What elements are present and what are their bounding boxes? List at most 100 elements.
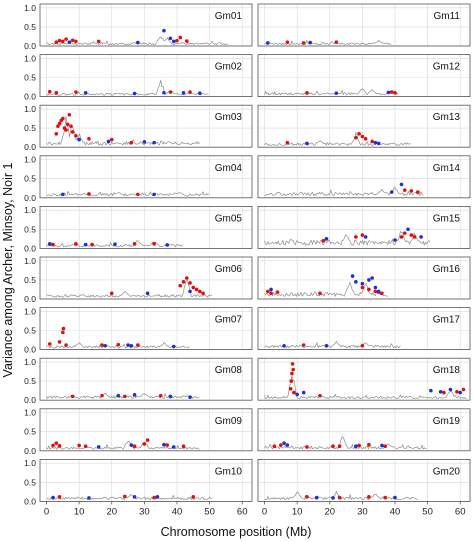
variance-trace xyxy=(264,281,388,297)
blue-point xyxy=(87,496,91,500)
chromosome-label: Gm14 xyxy=(433,163,461,174)
red-point xyxy=(337,444,342,449)
x-tick-label: 60 xyxy=(237,506,248,517)
panel-gm05: Gm05 0.0 0.5 1.0 xyxy=(24,205,253,253)
red-point xyxy=(87,137,91,141)
blue-point xyxy=(198,91,202,95)
red-point xyxy=(74,133,78,138)
red-point xyxy=(165,443,169,447)
chromosome-label: Gm17 xyxy=(433,315,461,326)
y-tick-label: 0.5 xyxy=(24,22,36,32)
x-tick-label: 0 xyxy=(44,506,49,517)
blue-point xyxy=(334,91,339,95)
panel-background xyxy=(258,4,470,46)
panel-frame xyxy=(39,307,253,351)
blue-point xyxy=(367,278,371,282)
blue-point xyxy=(83,90,88,95)
red-point xyxy=(175,38,179,43)
blue-point xyxy=(354,444,358,449)
blue-point xyxy=(438,390,443,394)
y-tick-label: 1.0 xyxy=(24,256,36,266)
red-point xyxy=(74,90,78,94)
y-tick-label: 0.0 xyxy=(24,41,36,51)
chromosome-label: Gm01 xyxy=(215,11,243,22)
red-point xyxy=(168,90,173,94)
blue-point xyxy=(406,227,410,232)
blue-point xyxy=(324,343,329,348)
panel-frame xyxy=(39,104,253,148)
chromosome-label: Gm11 xyxy=(434,11,461,22)
red-point xyxy=(61,39,65,44)
panel-background xyxy=(40,358,252,401)
y-tick-label: 0.0 xyxy=(24,243,36,253)
y-tick-label: 0.5 xyxy=(24,224,36,234)
blue-point xyxy=(301,390,306,395)
chromosome-label: Gm03 xyxy=(215,112,243,123)
y-tick-label: 0.5 xyxy=(24,477,36,487)
chromosome-label: Gm04 xyxy=(215,163,243,174)
blue-point xyxy=(152,140,156,145)
blue-point xyxy=(96,445,101,449)
variance-trace xyxy=(46,277,213,298)
red-point xyxy=(360,233,365,237)
red-point xyxy=(158,393,163,398)
panel-background xyxy=(258,307,470,350)
red-point xyxy=(291,367,296,372)
red-point xyxy=(70,38,75,43)
chromosome-label: Gm19 xyxy=(433,416,461,427)
red-point xyxy=(74,242,78,246)
panel-frame xyxy=(39,155,253,199)
red-point xyxy=(412,235,417,239)
red-point xyxy=(70,130,75,134)
y-tick-label: 1.0 xyxy=(24,458,36,468)
panel-background xyxy=(258,155,470,198)
variance-trace xyxy=(264,186,424,197)
chromosome-label: Gm15 xyxy=(433,213,461,224)
red-point xyxy=(354,135,358,140)
x-tick-label: 50 xyxy=(204,506,215,517)
panel-gm12: Gm12 xyxy=(257,54,471,97)
x-tick-label: 40 xyxy=(390,506,401,517)
red-point xyxy=(290,362,295,366)
red-point xyxy=(194,287,199,292)
panel-gm20: Gm20 0 10 20 30 40 50 60 xyxy=(257,458,471,517)
variance-trace xyxy=(264,490,418,501)
red-point xyxy=(188,281,192,285)
y-tick-label: 0.5 xyxy=(24,427,36,437)
red-point xyxy=(64,343,68,347)
red-point xyxy=(290,371,294,376)
blue-point xyxy=(448,387,453,392)
blue-point xyxy=(393,495,397,500)
variance-trace xyxy=(264,132,411,146)
red-point xyxy=(90,242,94,247)
blue-point xyxy=(171,344,176,349)
red-point xyxy=(57,121,62,126)
red-point xyxy=(367,287,371,292)
panel-gm18: Gm18 xyxy=(257,357,471,401)
red-point xyxy=(61,326,66,331)
red-point xyxy=(123,394,127,399)
red-point xyxy=(321,238,326,243)
red-point xyxy=(285,140,290,145)
red-point xyxy=(360,134,365,139)
y-tick-label: 1.0 xyxy=(24,408,36,418)
red-point xyxy=(57,444,62,448)
chromosome-label: Gm02 xyxy=(215,62,243,73)
red-point xyxy=(70,394,75,399)
red-point xyxy=(100,393,104,398)
variance-trace xyxy=(46,191,209,197)
panel-gm01: Gm01 0.0 0.5 1.0 xyxy=(24,3,253,51)
y-tick-label: 0.0 xyxy=(24,345,36,355)
chromosome-label: Gm10 xyxy=(215,466,243,477)
red-point xyxy=(191,285,196,290)
blue-point xyxy=(295,392,299,397)
panel-frame xyxy=(257,155,471,199)
blue-point xyxy=(370,276,374,280)
red-point xyxy=(305,90,309,95)
panel-frame xyxy=(257,205,471,249)
red-point xyxy=(67,112,72,117)
panel-background xyxy=(40,155,252,198)
blue-point xyxy=(269,287,273,292)
x-tick-label: 20 xyxy=(106,506,117,517)
blue-point xyxy=(360,281,365,286)
